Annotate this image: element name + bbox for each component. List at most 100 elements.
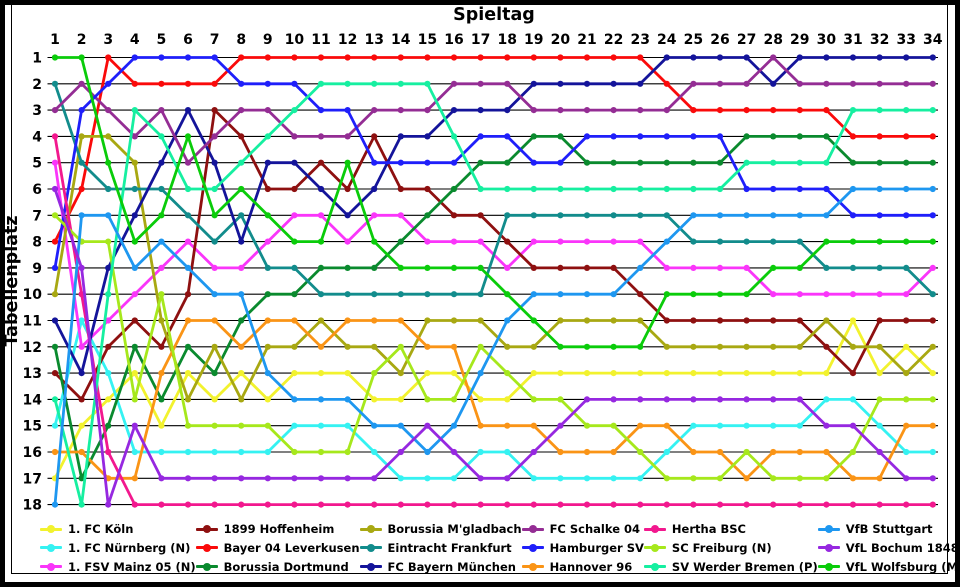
marker-borussia-m-gladbach-md25 <box>690 343 697 350</box>
marker-1-fc-n-rnberg-n-md5 <box>158 448 165 456</box>
marker-hertha-bsc-md22 <box>610 501 617 508</box>
marker-borussia-m-gladbach-md27 <box>743 343 750 350</box>
marker-1-fsv-mainz-05-n-md11 <box>317 212 325 219</box>
marker-hannover-96-md27 <box>743 475 750 482</box>
marker-vfb-stuttgart-md4 <box>131 264 138 271</box>
marker-hertha-bsc-md25 <box>690 501 697 508</box>
marker-hamburger-sv-md13 <box>371 159 378 166</box>
marker-fc-bayern-m-nchen-md33 <box>903 54 910 61</box>
marker-bayer-04-leverkusen-md5 <box>158 80 165 87</box>
marker-fc-schalke-04-md16 <box>450 80 458 87</box>
marker-hertha-bsc-md29 <box>796 501 803 508</box>
marker-vfl-bochum-1848-md13 <box>371 475 378 482</box>
marker-sv-werder-bremen-p-md10 <box>291 107 298 114</box>
legend-label: Hertha BSC <box>671 522 746 537</box>
marker-sc-freiburg-n-md14 <box>397 343 404 350</box>
marker-1899-hoffenheim-md23 <box>637 291 644 298</box>
legend-marker-eintracht-frankfurt <box>359 543 382 552</box>
marker-1-fc-k-ln-md16 <box>450 370 458 377</box>
marker-vfl-wolfsburg-m-md34 <box>929 238 936 245</box>
marker-hannover-96-md6 <box>184 317 192 324</box>
marker-vfl-bochum-1848-md15 <box>424 422 431 429</box>
marker-vfb-stuttgart-md20 <box>557 291 564 298</box>
legend-marker-vfl-wolfsburg-m <box>817 562 840 571</box>
marker-sv-werder-bremen-p-md14 <box>397 80 404 87</box>
x-tick-34: 34 <box>923 32 943 48</box>
marker-hertha-bsc-md23 <box>637 501 644 508</box>
marker-vfl-wolfsburg-m-md29 <box>796 264 803 271</box>
marker-hannover-96-md23 <box>637 422 644 429</box>
legend-marker-1-fsv-mainz-05-n <box>40 562 62 571</box>
marker-bayer-04-leverkusen-md26 <box>716 107 724 114</box>
marker-vfl-bochum-1848-md3 <box>105 501 112 508</box>
marker-vfl-wolfsburg-m-md20 <box>557 343 564 350</box>
marker-vfl-wolfsburg-m-md26 <box>716 291 724 298</box>
marker-sc-freiburg-n-md11 <box>317 448 325 456</box>
marker-borussia-dortmund-md29 <box>796 133 803 140</box>
marker-vfb-stuttgart-md14 <box>397 422 404 429</box>
marker-fc-bayern-m-nchen-md29 <box>796 54 803 61</box>
marker-borussia-dortmund-md7 <box>211 370 218 377</box>
marker-sc-freiburg-n-md19 <box>530 396 537 403</box>
marker-bayer-04-leverkusen-md15 <box>424 54 431 61</box>
legend-item-fc-bayern-m-nchen: FC Bayern München <box>359 560 522 574</box>
y-tick-17: 17 <box>23 471 42 487</box>
marker-vfl-wolfsburg-m-md16 <box>450 264 458 271</box>
marker-fc-schalke-04-md11 <box>317 133 325 140</box>
legend-marker-borussia-m-gladbach <box>359 525 382 534</box>
marker-vfl-bochum-1848-md25 <box>690 396 697 403</box>
legend-marker-fc-bayern-m-nchen <box>359 562 382 571</box>
x-axis-title: Spieltag <box>453 5 535 25</box>
marker-fc-schalke-04-md30 <box>823 80 830 87</box>
marker-1-fsv-mainz-05-n-md30 <box>823 291 830 298</box>
marker-sv-werder-bremen-p-md15 <box>424 80 431 87</box>
marker-sv-werder-bremen-p-md3 <box>105 291 112 298</box>
marker-1-fc-k-ln-md21 <box>583 370 591 377</box>
marker-hamburger-sv-md31 <box>849 212 857 219</box>
legend-label: Hannover 96 <box>549 559 633 574</box>
series-lines <box>51 54 936 508</box>
marker-vfl-bochum-1848-md31 <box>849 422 857 429</box>
marker-eintracht-frankfurt-md20 <box>557 212 564 219</box>
marker-1-fc-k-ln-md15 <box>424 370 431 377</box>
marker-vfl-wolfsburg-m-md2 <box>78 54 85 61</box>
marker-vfl-bochum-1848-md27 <box>743 396 750 403</box>
marker-vfl-wolfsburg-m-md1 <box>51 54 59 61</box>
marker-fc-bayern-m-nchen-md27 <box>743 54 750 61</box>
marker-1-fsv-mainz-05-n-md9 <box>264 238 271 245</box>
legend-marker-bayer-04-leverkusen <box>195 543 218 552</box>
marker-hannover-96-md4 <box>131 475 138 482</box>
marker-borussia-dortmund-md21 <box>583 159 591 166</box>
marker-eintracht-frankfurt-md15 <box>424 291 431 298</box>
marker-hertha-bsc-md33 <box>903 501 910 508</box>
marker-1-fc-k-ln-md5 <box>158 422 165 429</box>
marker-vfl-bochum-1848-md1 <box>51 185 59 193</box>
marker-sc-freiburg-n-md9 <box>264 422 271 429</box>
marker-sv-werder-bremen-p-md29 <box>796 159 803 166</box>
marker-1-fsv-mainz-05-n-md31 <box>849 291 857 298</box>
marker-borussia-dortmund-md3 <box>105 422 112 429</box>
marker-sv-werder-bremen-p-md21 <box>583 185 591 193</box>
marker-1-fc-k-ln-md2 <box>78 422 85 429</box>
marker-vfb-stuttgart-md3 <box>105 212 112 219</box>
marker-1-fc-k-ln-md12 <box>344 370 351 377</box>
marker-borussia-dortmund-md11 <box>317 264 325 271</box>
marker-eintracht-frankfurt-md16 <box>450 291 458 298</box>
position-chart: Spieltag Tabellenplatz 1 2 3 4 5 6 7 8 9 10 11 12 13… <box>2 5 943 514</box>
marker-1-fc-n-rnberg-n-md13 <box>371 448 378 456</box>
marker-hertha-bsc-md21 <box>583 501 591 508</box>
marker-fc-bayern-m-nchen-md8 <box>238 238 245 245</box>
marker-borussia-dortmund-md32 <box>876 159 883 166</box>
marker-hamburger-sv-md22 <box>610 133 617 140</box>
x-tick-20: 20 <box>551 32 571 48</box>
marker-bayer-04-leverkusen-md7 <box>211 80 218 87</box>
marker-sc-freiburg-n-md8 <box>238 422 245 429</box>
marker-1-fsv-mainz-05-n-md16 <box>450 238 458 245</box>
legend-label: SC Freiburg (N) <box>671 540 772 555</box>
marker-hertha-bsc-md10 <box>291 501 298 508</box>
marker-bayer-04-leverkusen-md24 <box>663 80 670 87</box>
marker-1-fc-k-ln-md23 <box>637 370 644 377</box>
marker-borussia-m-gladbach-md22 <box>610 317 617 324</box>
marker-1-fc-n-rnberg-n-md20 <box>557 475 564 482</box>
series-1-fc-k-ln <box>51 317 936 482</box>
